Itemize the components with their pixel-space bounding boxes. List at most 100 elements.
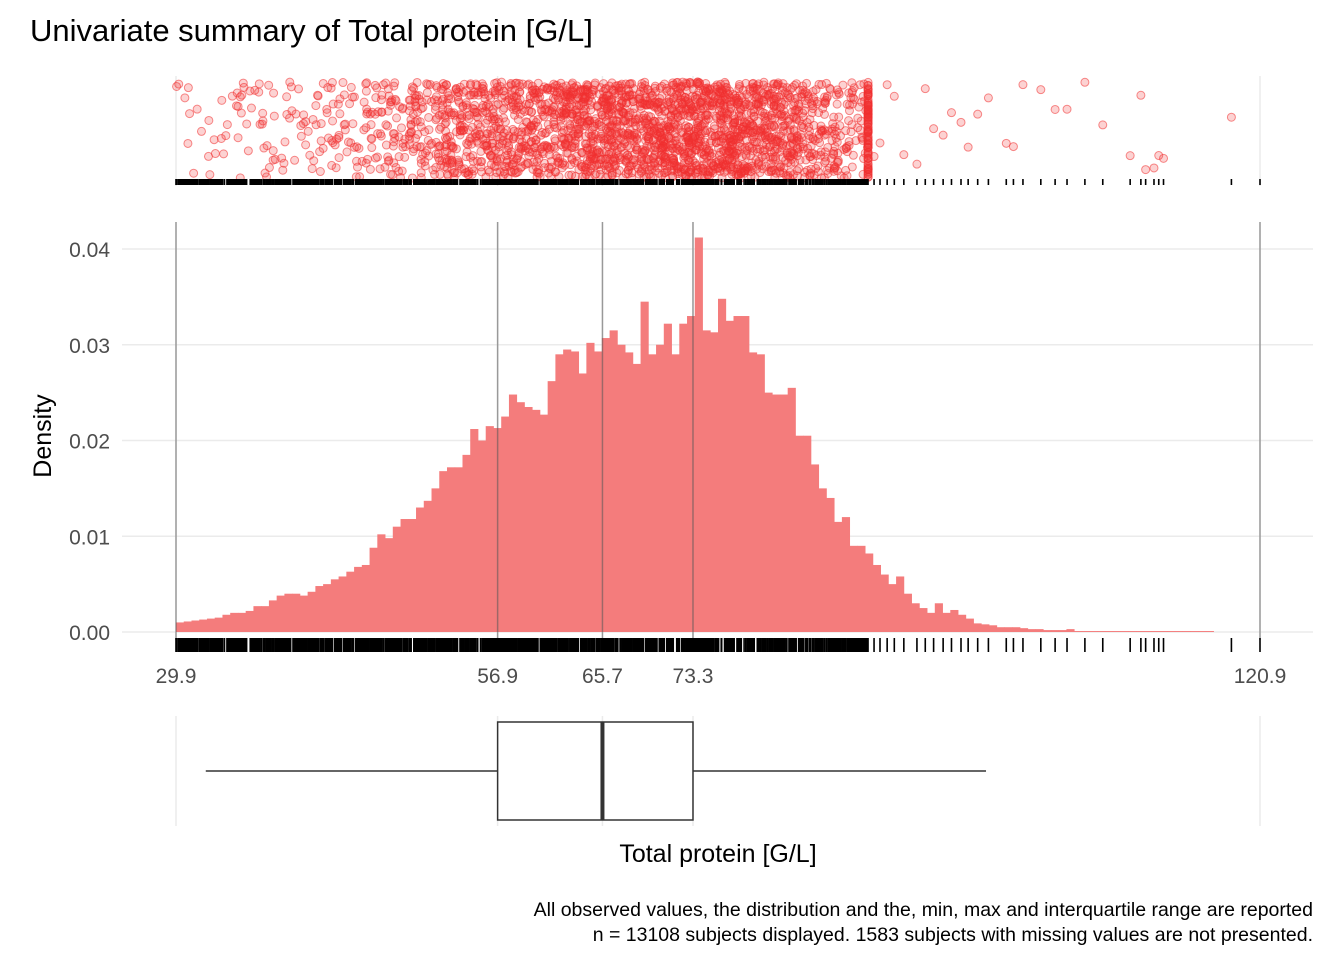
jitter-point — [404, 95, 414, 105]
jitter-point — [813, 161, 823, 171]
jitter-point — [553, 83, 563, 93]
jitter-point — [328, 99, 338, 109]
histogram-bar — [772, 394, 781, 632]
histogram-bar — [423, 500, 432, 632]
histogram-bar — [261, 606, 270, 632]
histogram-bar — [1012, 627, 1021, 632]
jitter-point — [396, 123, 406, 133]
jitter-point — [617, 89, 627, 99]
jitter-point — [695, 163, 705, 173]
jitter-point — [603, 171, 613, 181]
jitter-point — [1136, 90, 1146, 100]
jitter-point — [857, 133, 867, 143]
histogram-bar — [818, 488, 827, 632]
jitter-point — [590, 80, 600, 90]
jitter-point — [829, 112, 839, 122]
histogram-bar — [237, 612, 247, 632]
jitter-point — [513, 167, 523, 177]
jitter-point — [296, 131, 306, 141]
histogram-bar — [214, 617, 223, 632]
jitter-point — [779, 106, 789, 116]
jitter-point — [1036, 85, 1046, 95]
jitter-point — [760, 130, 770, 140]
jitter-point — [789, 101, 799, 111]
histogram-bar — [919, 608, 928, 632]
jitter-point — [855, 125, 865, 135]
histogram-bar — [1167, 631, 1176, 632]
histogram-bar — [865, 553, 874, 632]
jitter-point — [473, 138, 483, 148]
histogram-bar — [1043, 630, 1052, 632]
jitter-point — [430, 169, 440, 179]
jitter-point — [457, 110, 467, 120]
jitter-point — [513, 114, 523, 124]
jitter-point — [808, 86, 818, 96]
jitter-point — [335, 109, 345, 119]
jitter-point — [537, 99, 547, 109]
jitter-point — [655, 156, 665, 166]
jitter-point — [803, 143, 813, 153]
histogram-bar — [222, 614, 231, 632]
jitter-rug — [175, 179, 1261, 185]
jitter-point — [579, 120, 589, 130]
histogram-bar — [625, 352, 634, 632]
histogram-bar — [888, 584, 897, 632]
jitter-point — [316, 136, 326, 146]
jitter-point — [233, 133, 243, 143]
jitter-point — [682, 130, 692, 140]
histogram-bar — [826, 497, 835, 632]
histogram-bars — [176, 237, 1214, 632]
jitter-point — [371, 93, 381, 103]
jitter-point — [543, 143, 553, 153]
jitter-point — [426, 140, 436, 150]
histogram-bar — [377, 534, 386, 632]
jitter-point — [1050, 104, 1060, 114]
jitter-point — [327, 160, 337, 170]
jitter-point — [257, 119, 267, 129]
histogram-bar — [1074, 631, 1083, 632]
jitter-point — [586, 131, 596, 141]
jitter-point — [311, 101, 321, 111]
jitter-point — [624, 87, 634, 97]
jitter-point — [472, 112, 482, 122]
jitter-point — [465, 134, 475, 144]
jitter-point — [691, 129, 701, 139]
jitter-point — [429, 95, 439, 105]
jitter-point — [318, 143, 328, 153]
histogram-bar — [1128, 631, 1137, 632]
histogram-bar — [594, 351, 603, 632]
jitter-point — [492, 78, 502, 88]
histogram-bar — [632, 363, 641, 632]
histogram-bar — [439, 471, 448, 632]
jitter-point — [508, 159, 518, 169]
histogram-bar — [694, 237, 703, 632]
jitter-point — [1098, 120, 1108, 130]
histogram-bar — [539, 414, 549, 632]
jitter-point — [649, 145, 659, 155]
jitter-point — [367, 143, 377, 153]
jitter-point — [632, 145, 642, 155]
histogram-bar — [1035, 629, 1044, 632]
jitter-point — [389, 129, 399, 139]
jitter-point — [465, 110, 475, 120]
jitter-point — [983, 93, 993, 103]
histogram-bar — [408, 519, 417, 632]
jitter-point — [1008, 142, 1018, 152]
jitter-point — [834, 112, 844, 122]
jitter-point — [294, 84, 304, 94]
histogram-bar — [903, 593, 912, 632]
jitter-point — [706, 158, 716, 168]
jitter-point — [608, 116, 618, 126]
histogram-bar — [578, 373, 587, 632]
histogram-bar — [1205, 631, 1214, 632]
histogram-bar — [1182, 631, 1191, 632]
jitter-point — [381, 78, 391, 88]
jitter-point — [572, 114, 582, 124]
jitter-point — [384, 155, 394, 165]
histogram-bar — [710, 332, 719, 632]
jitter-point — [722, 94, 732, 104]
jitter-point — [623, 129, 633, 139]
histogram-panel: 0.000.010.020.030.04 29.9 56.9 65.7 73.3 120… — [29, 222, 1313, 688]
jitter-point — [863, 77, 873, 87]
jitter-point — [601, 154, 611, 164]
